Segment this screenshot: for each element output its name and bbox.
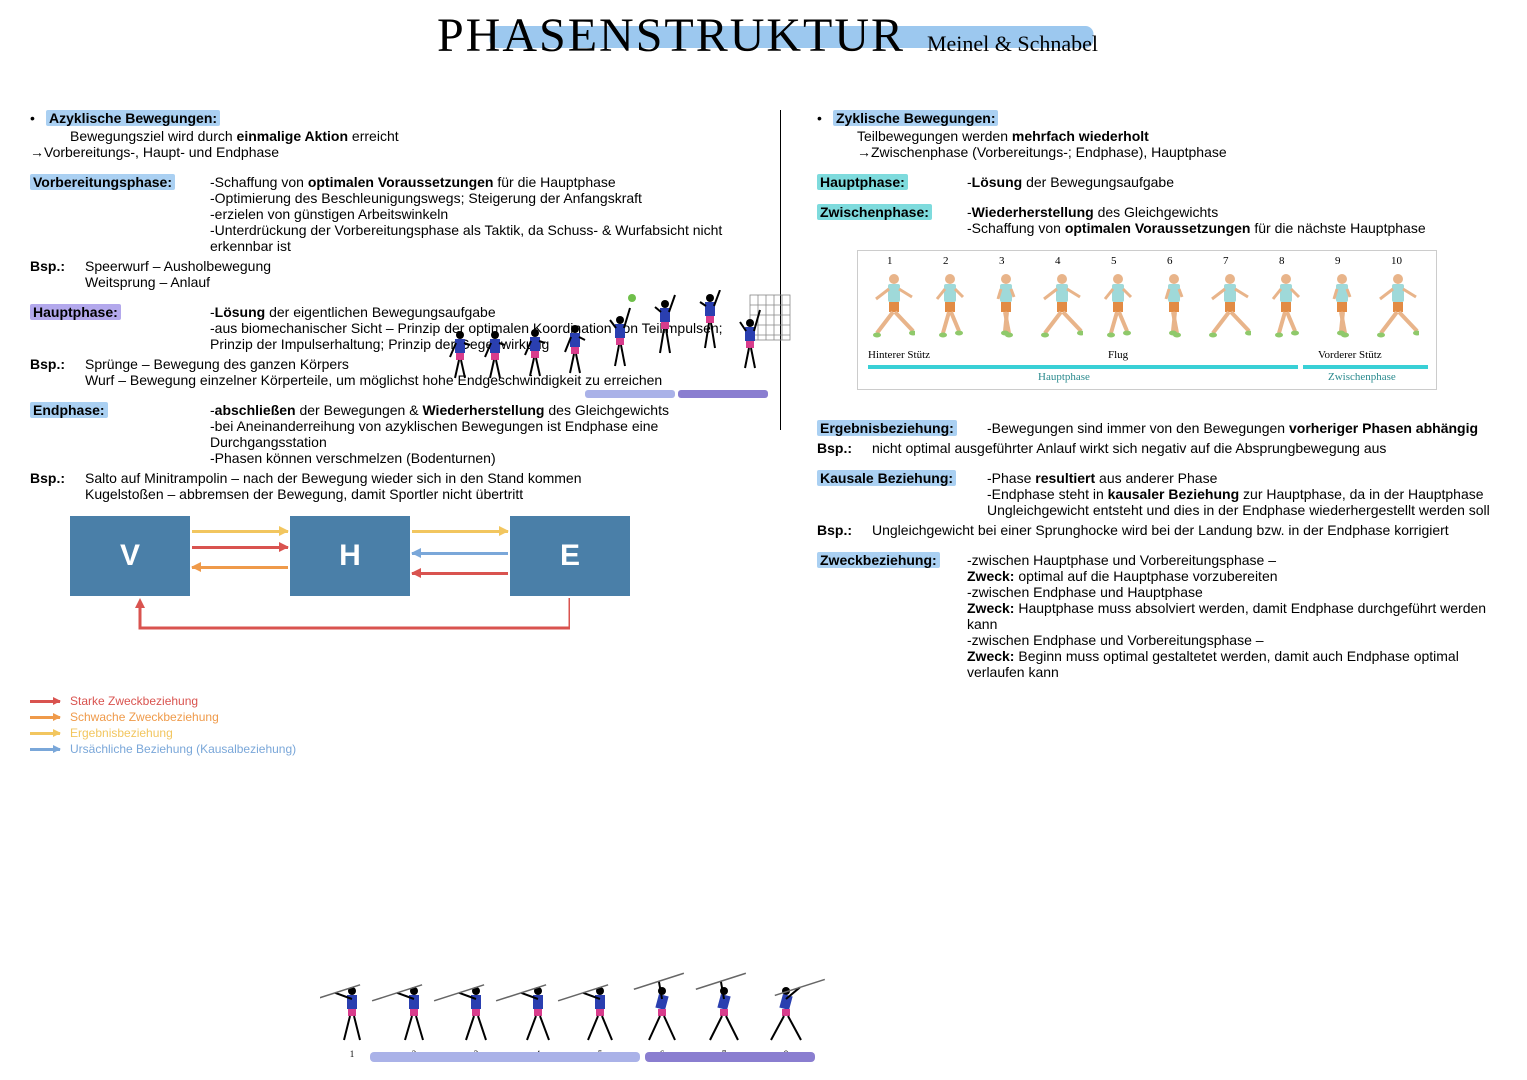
ergebnis-section: Ergebnisbeziehung: -Bewegungen sind imme… [817,420,1497,456]
azyklische-section: • Azyklische Bewegungen: Bewegungsziel w… [30,110,744,160]
title-sub: Meinel & Schnabel [927,31,1098,56]
runner-icon [1209,271,1251,344]
running-figure: Hinterer Stütz Flug Vorderer Stütz Haupt… [857,250,1437,390]
zyk-heading: Zyklische Bewegungen: [833,110,998,126]
runner-icon [985,271,1027,344]
run-bar-zwischen [1303,365,1428,369]
run-num: 6 [1167,255,1173,267]
bullet-icon: • [817,110,833,126]
arrow-red-long-icon [130,598,570,638]
zweck-section: Zweckbeziehung: -zwischen Hauptphase und… [817,552,1497,680]
end-label: Endphase: [30,402,108,418]
azyk-heading: Azyklische Bewegungen: [46,110,220,126]
vorbereitungsphase-section: Vorbereitungsphase: -Schaffung von optim… [30,174,744,290]
zyklische-section: • Zyklische Bewegungen: Teilbewegungen w… [817,110,1497,160]
vhe-box-h: H [290,516,410,596]
volleyball-figure [440,290,800,400]
run-num: 7 [1223,255,1229,267]
r-zwischen-label: Zwischenphase: [817,204,932,220]
run-num: 3 [999,255,1005,267]
vorb-label: Vorbereitungsphase: [30,174,175,190]
arrow-red-icon [412,572,508,575]
vorb-content: -Schaffung von optimalen Voraussetzungen… [210,174,744,254]
azyk-line1: Bewegungsziel wird durch einmalige Aktio… [70,128,744,144]
runner-icon [873,271,915,344]
vorb-bsp1: Speerwurf – Ausholbewegung [85,258,271,274]
bullet-icon: • [30,110,46,126]
svg-text:1: 1 [350,1049,355,1059]
run-num: 8 [1279,255,1285,267]
runner-icon [1153,271,1195,344]
runner-icon [929,271,971,344]
runner-icon [1265,271,1307,344]
legend-arrow-icon [30,700,60,703]
r-haupt-label: Hauptphase: [817,174,908,190]
runner-icon [1377,271,1419,344]
arrow-yellow-icon [412,530,508,533]
haupt-label: Hauptphase: [30,304,121,320]
arrow-orange-icon [192,566,288,569]
run-num: 5 [1111,255,1117,267]
run-num: 4 [1055,255,1061,267]
right-column: • Zyklische Bewegungen: Teilbewegungen w… [817,110,1497,758]
vhe-box-v: V [70,516,190,596]
title-main: PHASENSTRUKTUR [429,8,913,63]
vhe-box-e: E [510,516,630,596]
runner-icon [1041,271,1083,344]
legend-arrow-icon [30,716,60,719]
jav-bar2 [645,1052,815,1062]
endphase-section: Endphase: -abschließen der Bewegungen & … [30,402,744,502]
arrow-blue-icon [412,552,508,555]
run-bar-haupt [868,365,1298,369]
vorb-bsp2: Weitsprung – Anlauf [85,274,271,290]
run-num: 2 [943,255,949,267]
left-column: • Azyklische Bewegungen: Bewegungsziel w… [30,110,744,758]
run-num: 9 [1335,255,1341,267]
jav-bar1 [370,1052,640,1062]
arrow-yellow-icon [192,530,288,533]
page-title: PHASENSTRUKTUR Meinel & Schnabel [429,8,1098,63]
legend-arrow-icon [30,732,60,735]
runner-icon [1097,271,1139,344]
run-num: 1 [887,255,893,267]
azyk-line2: →Vorbereitungs-, Haupt- und Endphase [30,144,744,160]
arrow-red-icon [192,546,288,549]
legend-arrow-icon [30,748,60,751]
kausal-section: Kausale Beziehung: -Phase resultiert aus… [817,470,1497,538]
javelin-figure: 1 2 3 4 5 [320,960,840,1070]
bsp-label: Bsp.: [30,258,85,290]
run-num: 10 [1391,255,1402,267]
diagram-legend: Starke Zweckbeziehung Schwache Zweckbezi… [30,694,744,756]
runner-icon [1321,271,1363,344]
vhe-diagram: V H E [30,516,650,686]
